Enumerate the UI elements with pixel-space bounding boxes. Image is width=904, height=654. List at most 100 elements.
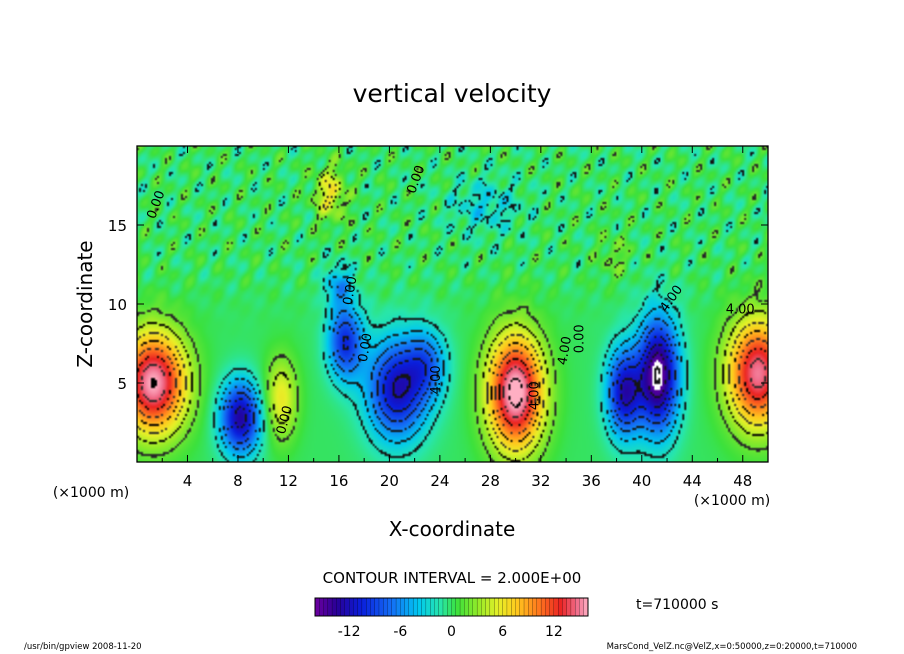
colorbar-cell — [494, 597, 499, 617]
colorbar-cell — [476, 597, 482, 617]
colorbar-cell — [340, 597, 346, 617]
y-axis-label: Z-coordinate — [73, 240, 97, 367]
colorbar-cell — [425, 597, 431, 617]
colorbar-cell — [314, 597, 320, 617]
colorbar-cell — [451, 597, 457, 617]
colorbar-cell — [459, 597, 465, 617]
colorbar-cell — [353, 597, 359, 617]
y-tick-label: 5 — [117, 375, 127, 393]
colorbar-cells — [314, 597, 589, 617]
colorbar-cell — [370, 597, 376, 617]
colorbar-cell — [506, 597, 512, 617]
time-text: t=710000 s — [636, 597, 718, 613]
x-tick-label: 28 — [481, 472, 500, 490]
colorbar-cell — [519, 597, 525, 617]
colorbar-cell — [485, 597, 491, 617]
x-tick-label: 8 — [233, 472, 243, 490]
colorbar-cell — [438, 597, 444, 617]
colorbar-cell — [323, 597, 329, 617]
x-tick-label: 24 — [430, 472, 449, 490]
contour-label: 0.00 — [274, 404, 296, 436]
x-unit-right: (×1000 m) — [694, 493, 770, 509]
colorbar-cell — [528, 597, 533, 617]
colorbar-cell — [447, 597, 452, 617]
colorbar-cell — [400, 597, 406, 617]
colorbar-cell — [349, 597, 354, 617]
colorbar-frame — [314, 597, 589, 617]
x-tick-label: 4 — [183, 472, 193, 490]
colorbar-cell — [357, 597, 363, 617]
contour-label: 4.00 — [555, 335, 575, 366]
colorbar-cell — [558, 597, 563, 617]
colorbar-cell — [472, 597, 478, 617]
x-tick-label: 20 — [380, 472, 399, 490]
colorbar-tick-label: -6 — [393, 624, 407, 640]
x-tick-label: 16 — [329, 472, 348, 490]
colorbar-cell — [553, 597, 559, 617]
colorbar-cell — [331, 597, 337, 617]
x-axis-ticks: 4 8 12 16 20 24 28 32 36 40 44 48 — [161, 146, 752, 490]
colorbar-cell — [366, 597, 371, 617]
colorbar-cell — [421, 597, 427, 617]
colorbar-cell — [489, 597, 495, 617]
colorbar-cell — [468, 597, 474, 617]
heatmap-field — [137, 146, 768, 462]
x-tick-label: 32 — [531, 472, 550, 490]
colorbar-cell — [502, 597, 508, 617]
contour-label: 4.00 — [527, 381, 542, 410]
colorbar-cell — [545, 597, 551, 617]
colorbar-cell — [383, 597, 388, 617]
colorbar-cell — [378, 597, 384, 617]
colorbar-cell — [566, 597, 572, 617]
colorbar-tick-label: 12 — [545, 624, 563, 640]
colorbar-cell — [344, 597, 350, 617]
colorbar-cell — [464, 597, 469, 617]
colorbar-cell — [575, 597, 580, 617]
colorbar-cell — [319, 597, 324, 617]
colorbar-cell — [395, 597, 401, 617]
x-unit-left: (×1000 m) — [53, 485, 129, 501]
colorbar-cell — [515, 597, 521, 617]
colorbar-cell — [391, 597, 397, 617]
colorbar: -12 -6 0 6 12 — [314, 597, 589, 640]
colorbar-cell — [434, 597, 440, 617]
colorbar-cell — [455, 597, 461, 617]
x-tick-label: 44 — [683, 472, 702, 490]
y-tick-label: 15 — [108, 217, 127, 235]
colorbar-tick-label: -12 — [338, 624, 361, 640]
contour-label: 0.00 — [341, 275, 361, 306]
colorbar-cell — [336, 597, 342, 617]
colorbar-cell — [570, 597, 576, 617]
plot-area: 0.000.000.000.004.000.004.004.000.004.00… — [108, 145, 769, 490]
x-tick-label: 48 — [733, 472, 752, 490]
colorbar-cell — [387, 597, 393, 617]
colorbar-cell — [442, 597, 448, 617]
colorbar-ticks: -12 -6 0 6 12 — [338, 624, 563, 640]
contour-label: 0.00 — [573, 324, 588, 353]
colorbar-cell — [511, 597, 516, 617]
colorbar-cell — [549, 597, 555, 617]
colorbar-cell — [430, 597, 435, 617]
colorbar-cell — [361, 597, 367, 617]
colorbar-cell — [417, 597, 423, 617]
colorbar-cell — [404, 597, 410, 617]
colorbar-tick-label: 6 — [498, 624, 507, 640]
colorbar-cell — [408, 597, 414, 617]
colorbar-cell — [481, 597, 487, 617]
x-tick-label: 36 — [582, 472, 601, 490]
y-axis-ticks: 5 10 15 — [108, 217, 768, 393]
contour-label: 4.00 — [429, 365, 444, 394]
colorbar-tick-label: 0 — [447, 624, 456, 640]
colorbar-cell — [536, 597, 542, 617]
x-axis-label: X-coordinate — [389, 517, 516, 541]
colorbar-cell — [532, 597, 538, 617]
contour-labels: 0.000.000.000.004.000.004.004.000.004.00… — [144, 163, 754, 436]
y-tick-label: 10 — [108, 296, 127, 314]
colorbar-cell — [412, 597, 418, 617]
colorbar-cell — [498, 597, 504, 617]
colorbar-cell — [374, 597, 380, 617]
colorbar-cell — [540, 597, 546, 617]
footer-file-info: MarsCond_VelZ.nc@VelZ,x=0:50000,z=0:2000… — [607, 642, 857, 652]
colorbar-cell — [562, 597, 568, 617]
